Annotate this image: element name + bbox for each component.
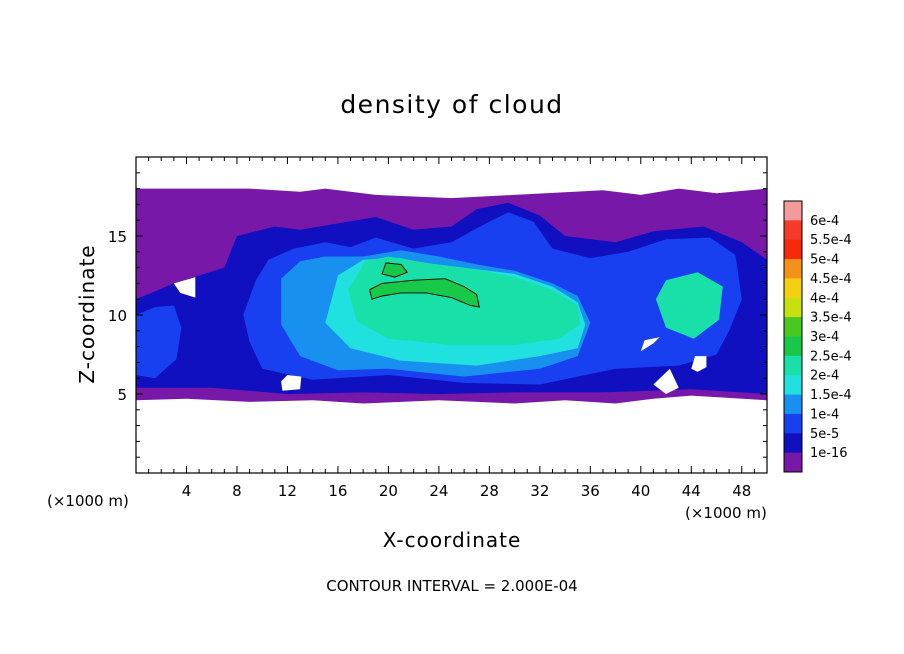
colorbar-segment-12 bbox=[784, 433, 802, 454]
x-tick-label-44: 44 bbox=[682, 482, 701, 500]
colorbar-label-7: 2.5e-4 bbox=[810, 349, 852, 364]
clear-region-3 bbox=[653, 368, 679, 394]
x-tick-label-24: 24 bbox=[429, 482, 448, 500]
contour-lines bbox=[368, 262, 480, 308]
contour-region-3 bbox=[136, 305, 182, 379]
colorbar-label-11: 5e-5 bbox=[810, 427, 839, 442]
y-tick-label-5: 5 bbox=[117, 386, 127, 404]
colorbar-label-8: 2e-4 bbox=[810, 369, 839, 384]
colorbar-segment-7 bbox=[784, 336, 802, 357]
contour-fill-area bbox=[136, 188, 767, 404]
y-axis-label: Z-coordinate bbox=[75, 244, 99, 383]
x-tick-label-4: 4 bbox=[182, 482, 192, 500]
colorbar-segment-5 bbox=[784, 297, 802, 318]
colorbar-label-3: 4.5e-4 bbox=[810, 272, 852, 287]
x-tick-labels: 4 8 12 16 20 24 28 32 36 40 44 48 bbox=[182, 482, 752, 500]
colorbar-segment-9 bbox=[784, 375, 802, 395]
clear-region-2 bbox=[640, 337, 660, 352]
contour-line-1 bbox=[381, 262, 409, 278]
colorbar-segment-13 bbox=[784, 452, 802, 473]
colorbar-label-6: 3e-4 bbox=[810, 330, 839, 345]
x-tick-label-48: 48 bbox=[732, 482, 751, 500]
x-tick-label-16: 16 bbox=[328, 482, 347, 500]
colorbar: 6e-4 5.5e-4 5e-4 4.5e-4 4e-4 3.5e-4 3e-4 2.5e-4… bbox=[783, 200, 852, 473]
contour-region-8 bbox=[369, 278, 480, 308]
contour-line-0 bbox=[368, 278, 480, 308]
contour-region-9 bbox=[382, 262, 408, 278]
x-tick-label-28: 28 bbox=[480, 482, 499, 500]
colorbar-segment-6 bbox=[784, 317, 802, 337]
colorbar-segment-1 bbox=[784, 220, 802, 241]
y-tick-labels: 5 10 15 bbox=[108, 228, 127, 404]
y-tick-label-10: 10 bbox=[108, 307, 127, 325]
axis-ticks bbox=[136, 157, 767, 473]
colorbar-label-0: 6e-4 bbox=[810, 214, 839, 229]
contour-region-7 bbox=[655, 272, 723, 339]
x-tick-label-36: 36 bbox=[581, 482, 600, 500]
clear-region-4 bbox=[173, 277, 196, 298]
colorbar-segment-3 bbox=[784, 259, 802, 279]
colorbar-label-10: 1e-4 bbox=[810, 407, 839, 422]
x-unit-label-left: (×1000 m) bbox=[47, 492, 129, 510]
x-tick-label-12: 12 bbox=[278, 482, 297, 500]
colorbar-label-9: 1.5e-4 bbox=[810, 388, 852, 403]
colorbar-label-1: 5.5e-4 bbox=[810, 233, 852, 248]
colorbar-segment-4 bbox=[784, 278, 802, 299]
colorbar-label-4: 4e-4 bbox=[810, 291, 839, 306]
x-unit-label-right: (×1000 m) bbox=[685, 504, 767, 522]
chart-title: density of cloud bbox=[340, 90, 563, 119]
clear-region-1 bbox=[691, 356, 707, 372]
x-tick-label-40: 40 bbox=[631, 482, 650, 500]
colorbar-segment-0 bbox=[784, 201, 802, 221]
x-tick-label-32: 32 bbox=[530, 482, 549, 500]
x-axis-label: X-coordinate bbox=[383, 528, 522, 552]
colorbar-segment-2 bbox=[784, 239, 802, 260]
colorbar-segment-10 bbox=[784, 394, 802, 415]
contour-interval-note: CONTOUR INTERVAL = 2.000E-04 bbox=[326, 577, 577, 595]
colorbar-label-12: 1e-16 bbox=[810, 446, 848, 461]
colorbar-frame bbox=[783, 200, 803, 473]
x-tick-label-20: 20 bbox=[379, 482, 398, 500]
colorbar-label-5: 3.5e-4 bbox=[810, 311, 852, 326]
colorbar-label-2: 5e-4 bbox=[810, 253, 839, 268]
colorbar-segment-11 bbox=[784, 413, 802, 434]
x-tick-label-8: 8 bbox=[232, 482, 242, 500]
y-tick-label-15: 15 bbox=[108, 228, 127, 246]
clear-region-0 bbox=[281, 375, 302, 391]
colorbar-segment-8 bbox=[784, 355, 802, 376]
